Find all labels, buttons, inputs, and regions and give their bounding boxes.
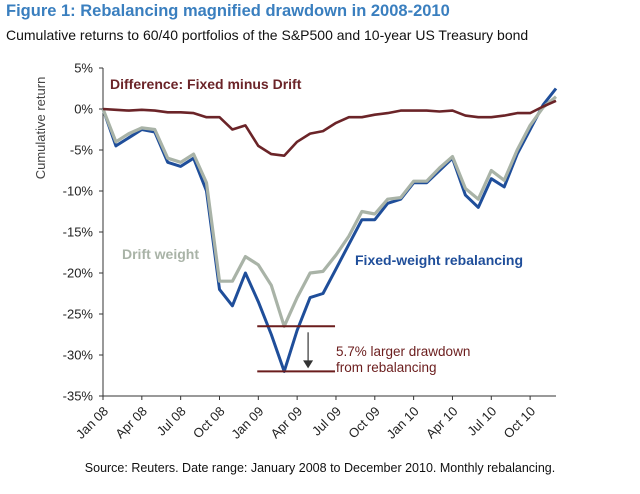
series-lines (101, 87, 558, 373)
figure-title: Figure 1: Rebalancing magnified drawdown… (6, 2, 450, 20)
x-tick-label: Apr 08 (112, 404, 150, 442)
y-axis-label: Cumulative return (33, 77, 48, 180)
y-tick-label: -5% (70, 143, 94, 158)
y-tick-label: -10% (63, 184, 94, 199)
x-tick-label: Jul 08 (154, 404, 189, 439)
drawdown-note-line1: 5.7% larger drawdown (336, 344, 470, 359)
x-tick-label: Jan 08 (73, 404, 111, 442)
figure-source: Source: Reuters. Date range: January 200… (84, 461, 556, 475)
series-label-difference: Difference: Fixed minus Drift (110, 76, 302, 92)
y-tick-label: 0% (74, 102, 93, 117)
x-tick-label: Jan 09 (228, 404, 266, 442)
x-tick-label: Jul 09 (309, 404, 344, 439)
x-tick-label: Oct 10 (501, 404, 539, 442)
series-label-fixed: Fixed-weight rebalancing (355, 252, 523, 268)
x-ticks: Jan 08 Apr 08 Jul 08 Oct 08 Jan 09 Apr 09 Jul … (73, 396, 538, 442)
y-tick-label: -15% (63, 225, 94, 240)
series-label-drift: Drift weight (122, 246, 199, 262)
y-ticks: 5% 0% -5% -10% -15% -20% -25% -30% -35% (63, 61, 103, 404)
x-tick-label: Oct 09 (345, 404, 383, 442)
y-tick-label: -25% (63, 307, 94, 322)
drawdown-note-line2: from rebalancing (336, 360, 437, 375)
y-tick-label: -20% (63, 266, 94, 281)
y-tick-label: 5% (74, 61, 93, 76)
drawdown-annotation: 5.7% larger drawdown from rebalancing (257, 325, 470, 375)
x-tick-label: Jan 10 (384, 404, 422, 442)
drawdown-arrow-head (303, 360, 314, 369)
x-tick-label: Apr 10 (423, 404, 461, 442)
y-tick-label: -30% (63, 348, 94, 363)
series-drift-weight-line (101, 95, 558, 328)
figure-subtitle: Cumulative returns to 60/40 portfolios o… (6, 27, 529, 43)
series-fixed-weight-line (101, 87, 558, 373)
y-tick-label: -35% (63, 389, 94, 404)
x-tick-label: Apr 09 (268, 404, 306, 442)
x-tick-label: Oct 08 (190, 404, 228, 442)
x-tick-label: Jul 10 (464, 404, 499, 439)
series-difference-line (102, 99, 557, 157)
